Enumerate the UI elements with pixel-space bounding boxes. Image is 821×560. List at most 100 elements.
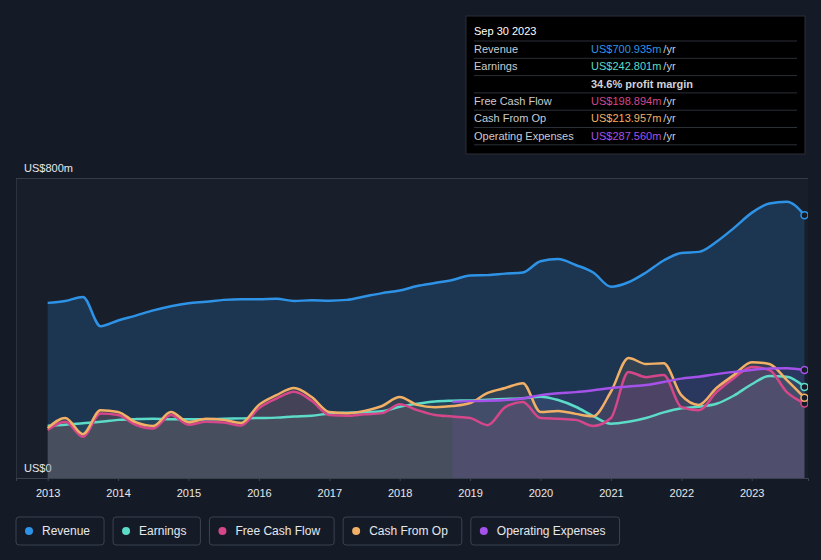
legend-box: [343, 517, 462, 545]
end-marker: [801, 394, 808, 401]
legend-box: [113, 517, 200, 545]
plot-background: [16, 178, 808, 478]
background: [0, 0, 821, 560]
legend-item: Operating Expenses: [471, 517, 620, 545]
x-axis: 2013 2014 2015 2016 2017 2018 2019 2020 2021 2022…: [17, 478, 809, 499]
tooltip-label: Revenue: [474, 43, 518, 55]
x-tick-label: 2015: [177, 487, 201, 499]
x-tick: 2017: [318, 478, 342, 499]
y-tick-label: US$0: [24, 462, 52, 474]
x-tick: 2013: [36, 478, 60, 499]
end-marker: [801, 383, 808, 390]
x-tick-mark: [752, 478, 753, 481]
legend-swatch: [218, 527, 226, 535]
series-area: [48, 202, 805, 478]
x-tick-label: 2017: [318, 487, 342, 499]
tooltip-unit: /yr: [663, 130, 676, 142]
grid-line: [16, 178, 808, 179]
x-tick-mark: [329, 478, 330, 481]
chart: US$0US$800m20132014201520162017201820192…: [0, 0, 821, 560]
series-line: [48, 358, 805, 434]
legend-item: Cash From Op: [343, 517, 462, 545]
tooltip-value-text: US$242.801m: [591, 60, 661, 72]
legend-swatch: [352, 527, 360, 535]
x-tick-label: 2019: [458, 487, 482, 499]
y-axis-line: [17, 179, 809, 479]
tooltip-unit: /yr: [663, 43, 676, 55]
tooltip-separator: [474, 75, 797, 76]
legend: Revenue Earnings Free Cash Flow Cash From O…: [16, 517, 620, 545]
tooltip-separator: [474, 127, 797, 128]
x-tick-label: 2013: [36, 487, 60, 499]
tooltip-unit: /yr: [663, 95, 676, 107]
plot-area: [48, 202, 808, 478]
end-marker: [801, 367, 808, 374]
tooltip-separator: [474, 144, 797, 145]
x-tick-label: 2023: [740, 487, 764, 499]
tooltip-value-text: 34.6% profit margin: [591, 78, 693, 90]
x-axis-line: [17, 479, 809, 482]
series-line: [452, 368, 804, 402]
x-tick-mark: [540, 478, 541, 481]
x-tick-mark: [611, 478, 612, 481]
x-tick-mark: [118, 478, 119, 481]
x-tick: 2015: [177, 478, 201, 499]
tooltip-value: US$242.801m/yr: [591, 60, 676, 72]
y-tick: US$800m: [16, 162, 808, 178]
legend-box: [209, 517, 334, 545]
tooltip-separator: [474, 58, 797, 59]
tooltip-box: [466, 16, 805, 154]
legend-label: Cash From Op: [369, 524, 448, 538]
x-tick-mark: [188, 478, 189, 481]
legend-label: Free Cash Flow: [235, 524, 320, 538]
tooltip-separator: [474, 41, 797, 42]
tooltip: Sep 30 2023 Revenue US$700.935m/yr Earnings…: [466, 16, 805, 154]
x-tick: 2023: [740, 478, 764, 499]
tooltip-value: 34.6% profit margin: [591, 78, 693, 90]
x-tick-label: 2018: [388, 487, 412, 499]
tooltip-value-text: US$198.894m: [591, 95, 661, 107]
tooltip-value-text: US$700.935m: [591, 43, 661, 55]
x-tick-mark: [681, 478, 682, 481]
tooltip-label: Cash From Op: [474, 112, 546, 124]
x-tick: 2021: [599, 478, 623, 499]
x-tick: 2022: [670, 478, 694, 499]
tooltip-title: Sep 30 2023: [474, 25, 536, 37]
x-tick: 2014: [106, 478, 130, 499]
x-tick-mark: [470, 478, 471, 481]
tooltip-label: Earnings: [474, 60, 518, 72]
x-tick-label: 2020: [529, 487, 553, 499]
tooltip-value-text: US$287.560m: [591, 130, 661, 142]
x-tick: 2020: [529, 478, 553, 499]
tooltip-unit: /yr: [663, 112, 676, 124]
legend-label: Revenue: [42, 524, 90, 538]
legend-label: Earnings: [139, 524, 186, 538]
end-marker: [801, 212, 808, 219]
tooltip-value: US$287.560m/yr: [591, 130, 676, 142]
legend-box: [471, 517, 620, 545]
tooltip-separator: [474, 92, 797, 93]
legend-swatch: [122, 527, 130, 535]
tooltip-label: Operating Expenses: [474, 130, 574, 142]
x-tick-label: 2021: [599, 487, 623, 499]
x-tick-mark: [400, 478, 401, 481]
legend-item: Free Cash Flow: [209, 517, 334, 545]
tooltip-value-text: US$213.957m: [591, 112, 661, 124]
x-tick: 2016: [247, 478, 271, 499]
x-tick-mark: [48, 478, 49, 481]
y-tick-label: US$800m: [24, 162, 73, 174]
tooltip-separator: [474, 110, 797, 111]
series-line: [48, 202, 805, 327]
tooltip-value: US$213.957m/yr: [591, 112, 676, 124]
legend-swatch: [25, 527, 33, 535]
tooltip-unit: /yr: [663, 60, 676, 72]
x-tick-label: 2014: [106, 487, 130, 499]
legend-item: Earnings: [113, 517, 200, 545]
x-tick-label: 2022: [670, 487, 694, 499]
x-tick-label: 2016: [247, 487, 271, 499]
tooltip-value: US$198.894m/yr: [591, 95, 676, 107]
legend-box: [16, 517, 104, 545]
x-tick-mark: [259, 478, 260, 481]
tooltip-value: US$700.935m/yr: [591, 43, 676, 55]
legend-label: Operating Expenses: [497, 524, 606, 538]
